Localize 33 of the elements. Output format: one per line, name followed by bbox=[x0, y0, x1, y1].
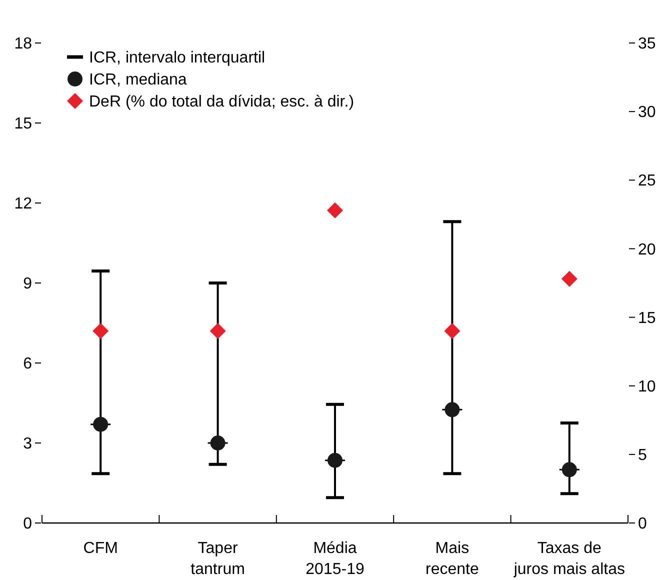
point bbox=[562, 462, 577, 478]
y-tick-label: 18 bbox=[14, 36, 32, 53]
y-tick-label: 0 bbox=[23, 516, 32, 533]
legend-label: ICR, intervalo interquartil bbox=[89, 50, 266, 67]
legend-label: DeR (% do total da dívida; esc. à dir.) bbox=[89, 94, 354, 111]
y2-tick-label: 5 bbox=[638, 447, 647, 464]
point bbox=[210, 323, 226, 339]
point bbox=[444, 402, 460, 418]
y-tick-label: 15 bbox=[14, 116, 32, 133]
point bbox=[328, 452, 342, 468]
point bbox=[93, 416, 108, 432]
y2-tick-label: 25 bbox=[638, 172, 656, 190]
x-tick-label: Mais recente bbox=[426, 540, 479, 578]
x-tick-label: Média 2015-19 bbox=[306, 540, 364, 578]
y2-tick-label: 0 bbox=[638, 516, 647, 533]
point bbox=[444, 323, 460, 339]
point bbox=[92, 323, 109, 339]
point bbox=[561, 270, 578, 287]
x-tick-label: Taper tantrum bbox=[190, 540, 245, 578]
y-tick-label: 9 bbox=[23, 276, 32, 293]
y2-tick-label: 10 bbox=[638, 378, 656, 396]
x-tick-label: Taxas de juros mais altas bbox=[512, 540, 625, 578]
y2-tick-label: 15 bbox=[638, 310, 656, 327]
y-tick-label: 6 bbox=[23, 356, 32, 373]
point bbox=[210, 436, 226, 450]
y2-tick-label: 20 bbox=[638, 241, 656, 258]
x-tick-label: CFM bbox=[83, 540, 118, 557]
y2-tick-label: 35 bbox=[638, 36, 656, 53]
y2-tick-label: 30 bbox=[638, 104, 656, 122]
point bbox=[327, 202, 343, 218]
legend-label: ICR, mediana bbox=[89, 72, 187, 89]
y-tick-label: 3 bbox=[23, 436, 32, 453]
y-tick-label: 12 bbox=[14, 196, 32, 213]
